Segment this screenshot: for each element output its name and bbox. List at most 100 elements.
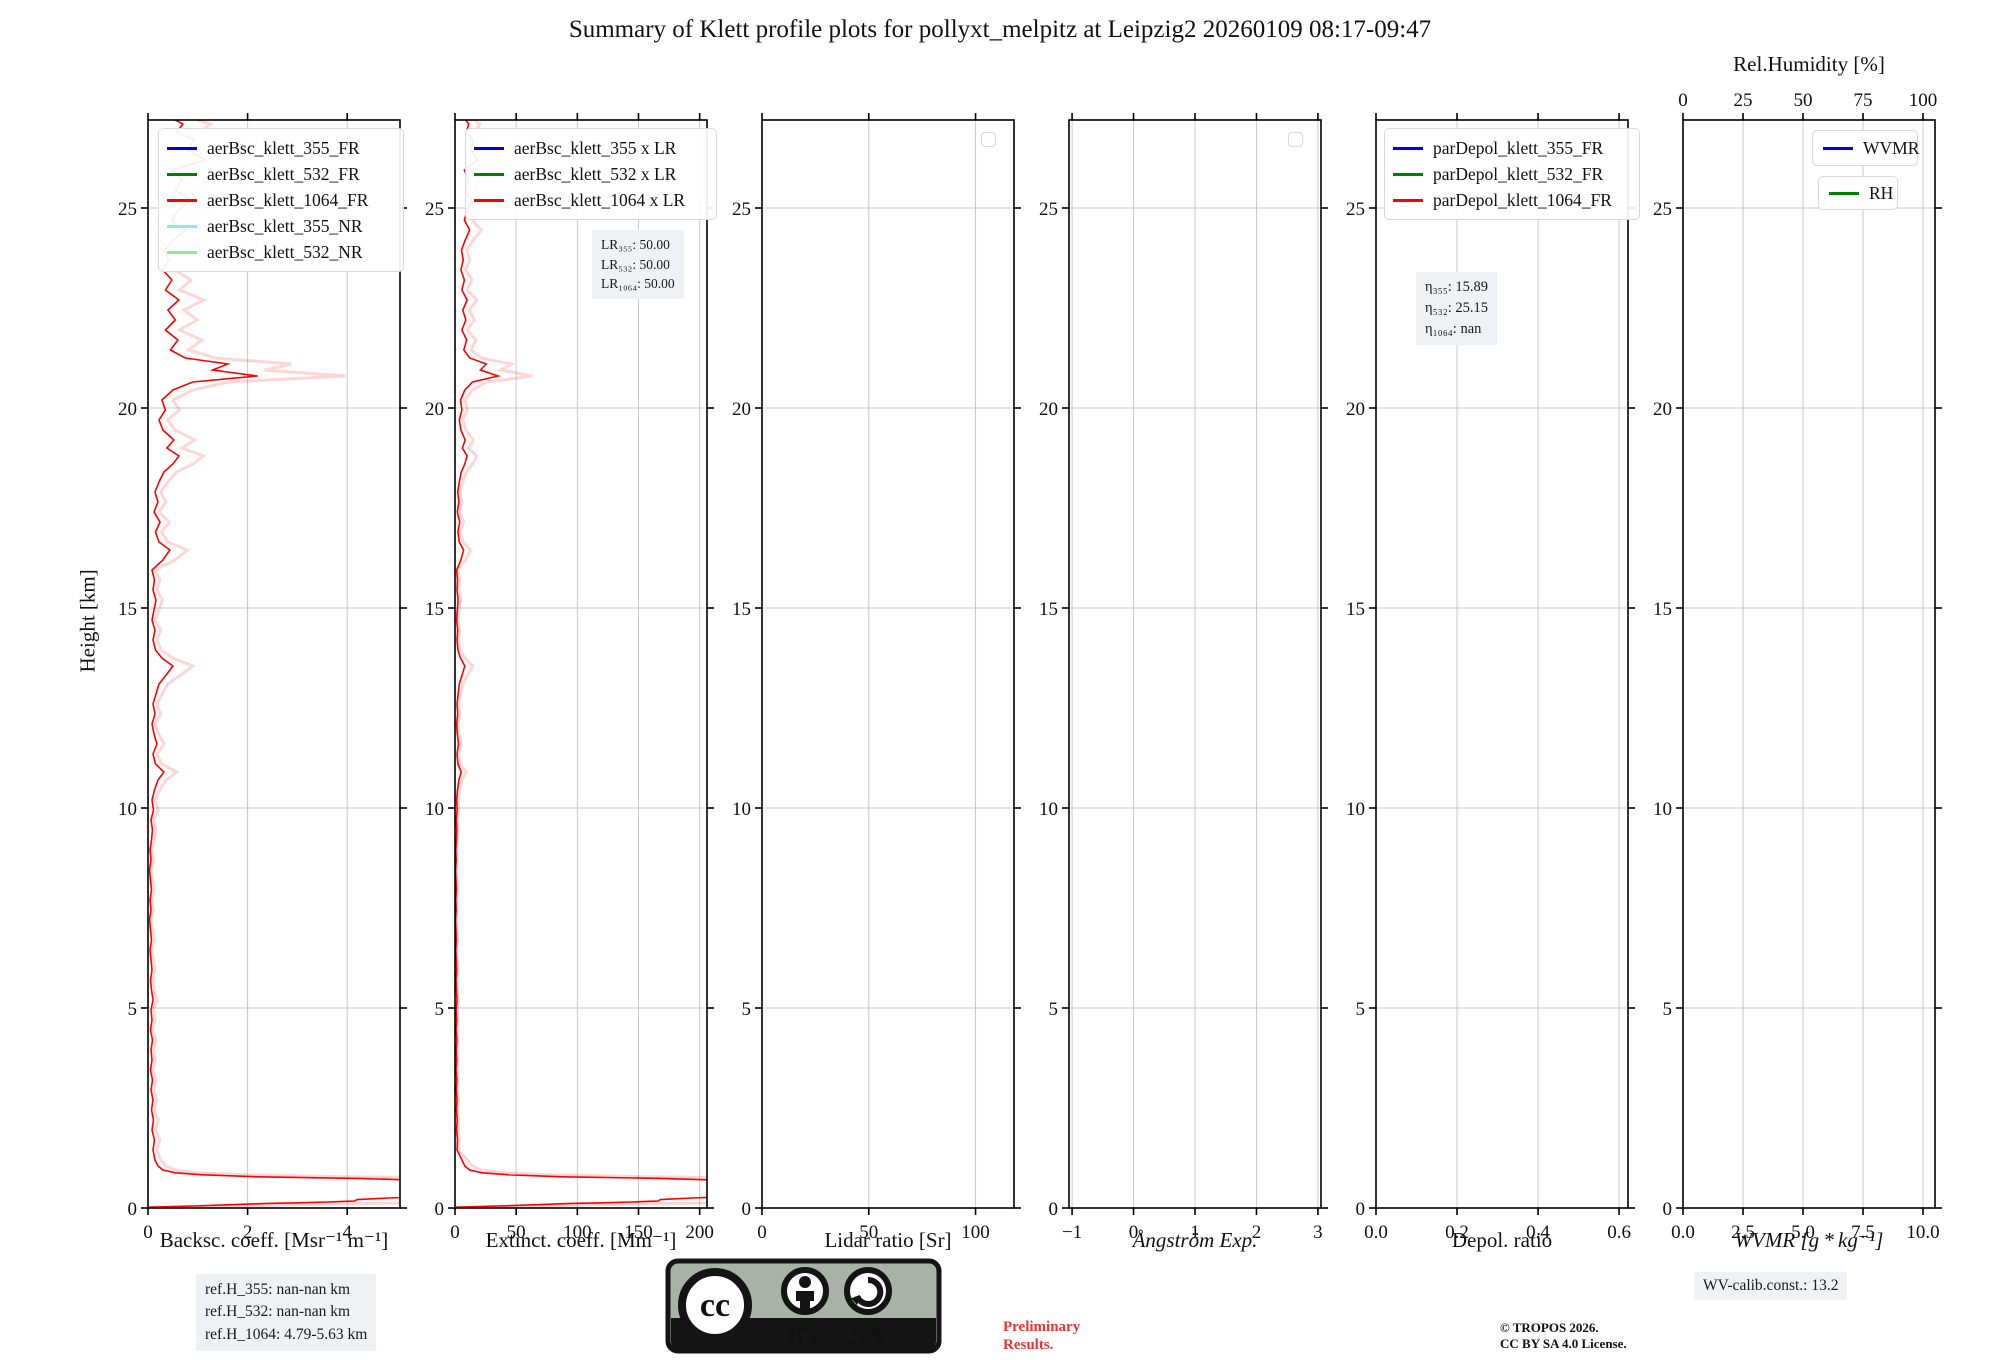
x-tick-label: 5.0 [1791,1222,1815,1243]
xlabel-extinction: Extinct. coeff. [Mm⁻¹] [485,1228,677,1252]
cc-logo-text: cc [700,1287,730,1324]
y-tick-label: 20 [732,399,751,420]
y-tick-label: 25 [1346,199,1365,220]
x-tick-label: 2 [243,1222,253,1243]
x-tick-label: 0 [757,1222,767,1243]
preliminary-results-note: Preliminary Results. [1003,1319,1081,1353]
x-tick-label: 100 [563,1222,592,1243]
legend-item: parDepol_klett_532_FR [1393,161,1629,187]
x-tick-label: 50 [507,1222,526,1243]
x-tick-label: 0.0 [1671,1222,1695,1243]
copyright-note: © TROPOS 2026. CC BY SA 4.0 License. [1500,1320,1627,1352]
x-tick-label: 2 [1252,1222,1262,1243]
legend-swatch-depol1064 [1393,198,1423,202]
y-tick-label: 20 [118,399,137,420]
lr-1064: LR₁₀₆₄: 50.00 [601,276,675,292]
x-tick-label: 0.2 [1445,1222,1469,1243]
lr-355: LR₃₅₅: 50.00 [601,237,670,252]
y-tick-label: 25 [732,199,751,220]
y-tick-label: 15 [1039,599,1058,620]
top-tick-label: 50 [1794,90,1813,111]
y-tick-label: 5 [1663,999,1673,1020]
x-tick-label: 150 [624,1222,653,1243]
x-tick-label: 0.4 [1526,1222,1550,1243]
y-tick-label: 20 [425,399,444,420]
legend-label: WVMR [1863,137,1920,158]
ref-h-355: ref.H_355: nan-nan km [205,1281,351,1298]
legend-item: parDepol_klett_355_FR [1393,135,1629,161]
panel-border [1375,119,1629,1209]
legend-swatch-rh [1829,191,1859,195]
lr-532: LR₅₃₂: 50.00 [601,256,670,272]
legend-swatch-532xlr [474,172,504,176]
y-tick-label: 25 [118,199,137,220]
y-tick-label: 10 [1653,799,1672,820]
legend-item: WVMR [1823,135,1919,161]
legend-swatch-depol355 [1393,146,1423,150]
x-tick-label: 7.5 [1851,1222,1875,1243]
xlabel-backscatter: Backsc. coeff. [Msr⁻¹ m⁻¹] [159,1228,389,1252]
reference-height-annotation: ref.H_355: nan-nan km ref.H_532: nan-nan… [196,1274,377,1352]
sa-arrow-icon [844,1267,892,1315]
legend-label: aerBsc_klett_1064 x LR [514,189,686,210]
x-tick-label: 50 [859,1222,878,1243]
wv-calib-annotation: WV-calib.const.: 13.2 [1694,1272,1848,1300]
legend-item: aerBsc_klett_532_FR [167,161,393,187]
y-tick-label: 5 [128,999,138,1020]
top-axis-label-rel-humidity: Rel.Humidity [%] [1733,52,1885,76]
y-tick-label: 15 [118,599,137,620]
legend-swatch-1064fr [167,198,197,202]
top-tick-label: 0 [1678,90,1688,111]
y-tick-label: 20 [1346,399,1365,420]
cc-logo-icon [678,1268,752,1342]
y-tick-label: 5 [1356,999,1366,1020]
legend-item: aerBsc_klett_532_NR [167,239,393,265]
cc-by-text: BY [788,1323,823,1350]
profile-line-aerBsc_klett_1064_FR [148,120,400,1208]
x-tick-label: −1 [1062,1222,1082,1243]
plot-panel: 0 50 100 0 5 10 15 20 25 [732,113,1021,1243]
xlabel-angstroem: Ångström Exp. [1132,1228,1258,1252]
legend-label: parDepol_klett_355_FR [1433,137,1604,158]
legend-label: aerBsc_klett_355_FR [207,137,360,158]
legend-label: aerBsc_klett_532_FR [207,163,360,184]
y-tick-label: 10 [118,799,137,820]
plot-panel: 0.0 0.2 0.4 0.6 0 5 10 15 20 25 [1346,113,1635,1243]
y-tick-label: 15 [1346,599,1365,620]
legend-swatch-355fr [167,146,197,150]
profile-curves [148,120,400,1208]
y-tick-label: 5 [742,999,752,1020]
y-tick-label: 0 [1663,1199,1673,1220]
y-tick-label: 0 [435,1199,445,1220]
eta-1064: η₁₀₆₄: nan [1425,321,1482,338]
x-tick-label: 0.0 [1364,1222,1388,1243]
y-tick-label: 20 [1039,399,1058,420]
legend-swatch-532fr [167,172,197,176]
y-tick-label: 25 [425,199,444,220]
legend-extinction: aerBsc_klett_355 x LR aerBsc_klett_532 x… [465,128,717,220]
y-tick-label: 10 [732,799,751,820]
top-tick-label: 25 [1734,90,1753,111]
y-tick-label: 15 [732,599,751,620]
lidar-ratio-annotation: LR₃₅₅: 50.00 LR₅₃₂: 50.00 LR₁₀₆₄: 50.00 [592,230,684,299]
eta-annotation: η₃₅₅: 15.89 η₅₃₂: 25.15 η₁₀₆₄: nan [1416,272,1498,346]
legend-depol: parDepol_klett_355_FR parDepol_klett_532… [1384,128,1640,220]
x-tick-label: 200 [685,1222,714,1243]
plot-panel: 0 50 100 150 200 0 5 10 15 20 25 [425,113,714,1243]
legend-item: aerBsc_klett_355_NR [167,213,393,239]
legend-swatch-355xlr [474,146,504,150]
y-tick-label: 0 [1049,1199,1059,1220]
legend-swatch-wvmr [1823,146,1853,150]
legend-label: aerBsc_klett_532 x LR [514,163,677,184]
xlabel-wvmr: WVMR [g * kg⁻¹] [1734,1228,1884,1252]
y-tick-label: 0 [1356,1199,1366,1220]
top-tick-label: 75 [1854,90,1873,111]
legend-swatch-355nr [167,224,197,228]
y-tick-label: 15 [425,599,444,620]
x-tick-label: 4 [342,1222,352,1243]
legend-label: aerBsc_klett_1064_FR [207,189,369,210]
cc-by-sa-badge: cc BY SA [665,1258,942,1354]
y-tick-label: 0 [128,1199,138,1220]
y-tick-label: 10 [1039,799,1058,820]
profile-curves [455,120,707,1208]
